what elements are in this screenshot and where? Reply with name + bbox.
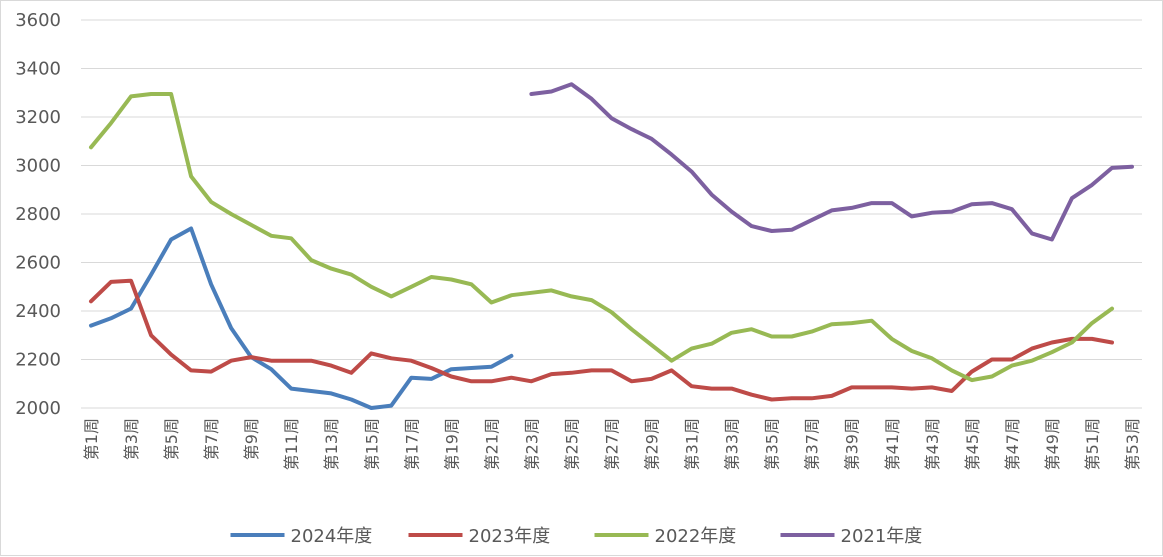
x-tick-label: 第9周 xyxy=(242,418,261,460)
series-line-3 xyxy=(89,92,1114,383)
x-tick-label: 第39周 xyxy=(843,418,862,470)
x-tick-label: 第3周 xyxy=(122,418,141,460)
x-tick-label: 第37周 xyxy=(803,418,822,470)
x-tick-label: 第43周 xyxy=(923,418,942,470)
y-tick-label: 2400 xyxy=(15,301,61,322)
legend-label: 2021年度 xyxy=(841,526,923,547)
legend-label: 2022年度 xyxy=(655,526,737,547)
x-tick-label: 第35周 xyxy=(763,418,782,470)
x-tick-label: 第49周 xyxy=(1043,418,1062,470)
y-tick-label: 2800 xyxy=(15,204,61,225)
y-tick-label: 3400 xyxy=(15,59,61,80)
y-tick-label: 3200 xyxy=(15,107,61,128)
x-tick-label: 第31周 xyxy=(683,418,702,470)
y-tick-label: 3600 xyxy=(15,10,61,31)
x-tick-label: 第7周 xyxy=(202,418,221,460)
x-tick-label: 第53周 xyxy=(1123,418,1142,470)
y-tick-label: 3000 xyxy=(15,156,61,177)
x-axis: 第1周 第3周 第5周 第7周 第9周 第11周 第13周 第15周 第17周 第19周 第21周 第… xyxy=(82,418,1142,470)
x-tick-label: 第45周 xyxy=(963,418,982,470)
series-line-1 xyxy=(89,226,514,410)
legend-entry: 2023年度 xyxy=(408,526,551,547)
x-tick-label: 第11周 xyxy=(282,418,301,470)
legend-label: 2023年度 xyxy=(469,526,551,547)
x-tick-label: 第19周 xyxy=(442,418,461,470)
x-tick-label: 第41周 xyxy=(883,418,902,470)
legend-label: 2024年度 xyxy=(291,526,373,547)
x-tick-label: 第17周 xyxy=(402,418,421,470)
x-tick-label: 第51周 xyxy=(1083,418,1102,470)
y-tick-label: 2600 xyxy=(15,253,61,274)
y-tick-label: 2000 xyxy=(15,398,61,419)
legend-entry: 2022年度 xyxy=(594,526,737,547)
y-axis: 2000 2200 2400 2600 2800 3000 3200 3400 3600 xyxy=(15,10,61,419)
x-tick-label: 第1周 xyxy=(82,418,101,460)
series-lines xyxy=(89,82,1134,410)
x-tick-label: 第5周 xyxy=(162,418,181,460)
y-tick-label: 2200 xyxy=(15,350,61,371)
series-line-4 xyxy=(529,82,1134,242)
series-line-2 xyxy=(89,278,1114,402)
x-tick-label: 第27周 xyxy=(603,418,622,470)
x-tick-label: 第25周 xyxy=(562,418,581,470)
x-tick-label: 第21周 xyxy=(482,418,501,470)
x-tick-label: 第23周 xyxy=(522,418,541,470)
legend: 2024年度 2023年度 2022年度 2021年度 xyxy=(230,526,923,547)
gridlines xyxy=(81,19,1142,409)
x-tick-label: 第29周 xyxy=(643,418,662,470)
legend-entry: 2024年度 xyxy=(230,526,373,547)
x-tick-label: 第33周 xyxy=(723,418,742,470)
x-tick-label: 第47周 xyxy=(1003,418,1022,470)
x-tick-label: 第15周 xyxy=(362,418,381,470)
legend-entry: 2021年度 xyxy=(780,526,923,547)
x-tick-label: 第13周 xyxy=(322,418,341,470)
